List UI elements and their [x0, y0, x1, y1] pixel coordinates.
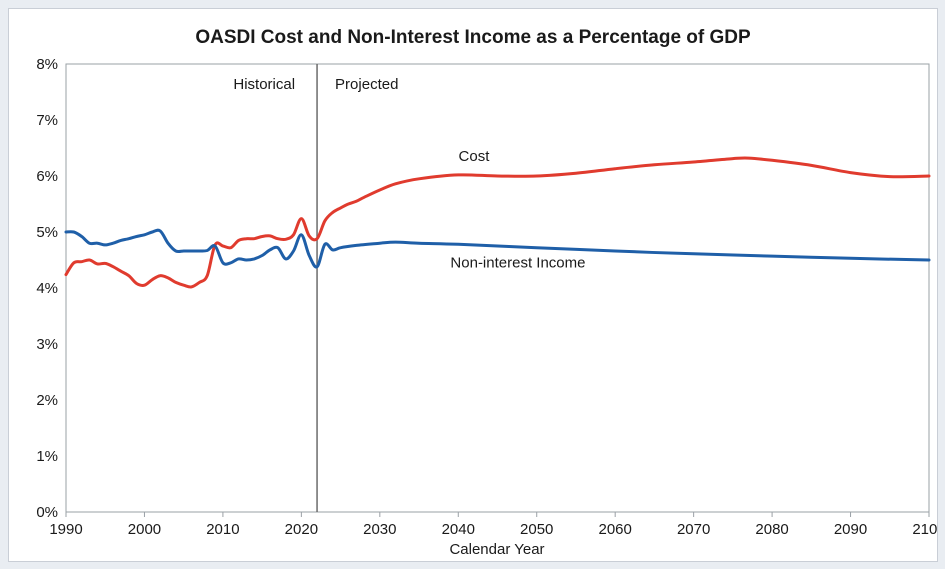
series-line-cost — [64, 156, 931, 289]
x-tick-label: 2010 — [206, 521, 239, 538]
x-axis-label: Calendar Year — [449, 541, 544, 558]
y-tick-label: 5% — [36, 224, 58, 241]
chart-title: OASDI Cost and Non-Interest Income as a … — [195, 27, 751, 48]
y-tick-label: 2% — [36, 392, 58, 409]
y-tick-label: 7% — [36, 112, 58, 129]
projected-label: Projected — [335, 76, 398, 93]
series-label-non-interest-income: Non-interest Income — [450, 255, 585, 272]
x-tick-label: 2070 — [677, 521, 710, 538]
x-tick-label: 2050 — [520, 521, 553, 538]
y-tick-label: 4% — [36, 280, 58, 297]
y-axis-ticks: 0% 1% 2% 3% 4% 5% 6% 7% 8% — [36, 56, 58, 521]
x-tick-label: 2000 — [128, 521, 161, 538]
chart-svg: OASDI Cost and Non-Interest Income as a … — [36, 27, 937, 558]
x-tick-label: 2040 — [442, 521, 475, 538]
x-tick-label: 2060 — [598, 521, 631, 538]
x-tick-label: 1990 — [49, 521, 82, 538]
plot-area — [65, 63, 930, 513]
x-tick-label: 2030 — [363, 521, 396, 538]
x-axis-ticks: 1990 2000 2010 2020 2030 2040 2050 2060 2070 2080… — [49, 512, 937, 538]
y-tick-label: 8% — [36, 56, 58, 73]
series-label-cost: Cost — [459, 148, 491, 165]
y-tick-label: 6% — [36, 168, 58, 185]
x-tick-label: 2090 — [834, 521, 867, 538]
series-line-non-interest-income — [64, 228, 931, 269]
y-tick-label: 1% — [36, 448, 58, 465]
y-tick-label: 3% — [36, 336, 58, 353]
historical-label: Historical — [233, 76, 295, 93]
x-tick-label: 2100 — [912, 521, 937, 538]
chart-frame: OASDI Cost and Non-Interest Income as a … — [8, 8, 938, 562]
x-tick-label: 2080 — [755, 521, 788, 538]
x-tick-label: 2020 — [285, 521, 318, 538]
y-tick-label: 0% — [36, 504, 58, 521]
